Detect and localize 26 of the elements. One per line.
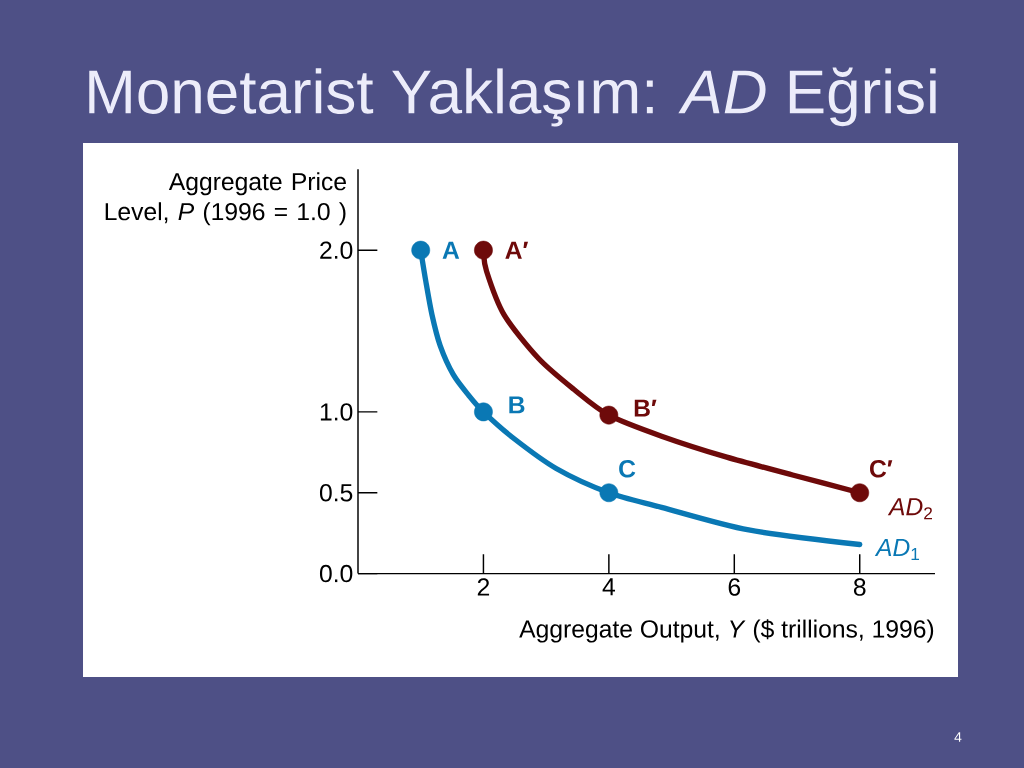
point bbox=[850, 483, 870, 503]
y-axis-title: Aggregate Price Level, P (1996 = 1.0 ) bbox=[105, 172, 346, 226]
series-label: AD$_{2}$ bbox=[887, 498, 933, 520]
point bbox=[411, 240, 431, 260]
annotation: A′ bbox=[505, 241, 528, 259]
annotation: A bbox=[442, 241, 460, 259]
chart-title: Monetarist Yaklaşım: AD Eğrisi bbox=[89, 67, 936, 127]
point bbox=[599, 405, 619, 425]
text: 4 bbox=[954, 732, 962, 742]
x-tick-label: 4 bbox=[602, 578, 616, 596]
x-tick-label: 8 bbox=[853, 578, 866, 596]
y-tick-label: 1.0 bbox=[320, 403, 353, 421]
y-tick-label: 0.5 bbox=[319, 484, 353, 502]
series-label: AD$_{1}$ bbox=[874, 539, 920, 560]
point bbox=[474, 240, 493, 260]
annotation: C′ bbox=[870, 460, 893, 478]
x-tick-label: 6 bbox=[728, 578, 741, 596]
point bbox=[599, 483, 619, 503]
y-tick-label: 2.0 bbox=[320, 241, 353, 259]
x-axis-title: Aggregate Output, Y ($ trillions, 1996) bbox=[519, 619, 934, 643]
x-tick-label: 2 bbox=[477, 578, 490, 596]
annotation: B′ bbox=[634, 399, 657, 417]
y-tick-label: 0.0 bbox=[319, 564, 353, 583]
annotation: C bbox=[619, 460, 636, 478]
annotation: B bbox=[509, 396, 525, 414]
point bbox=[474, 402, 493, 422]
